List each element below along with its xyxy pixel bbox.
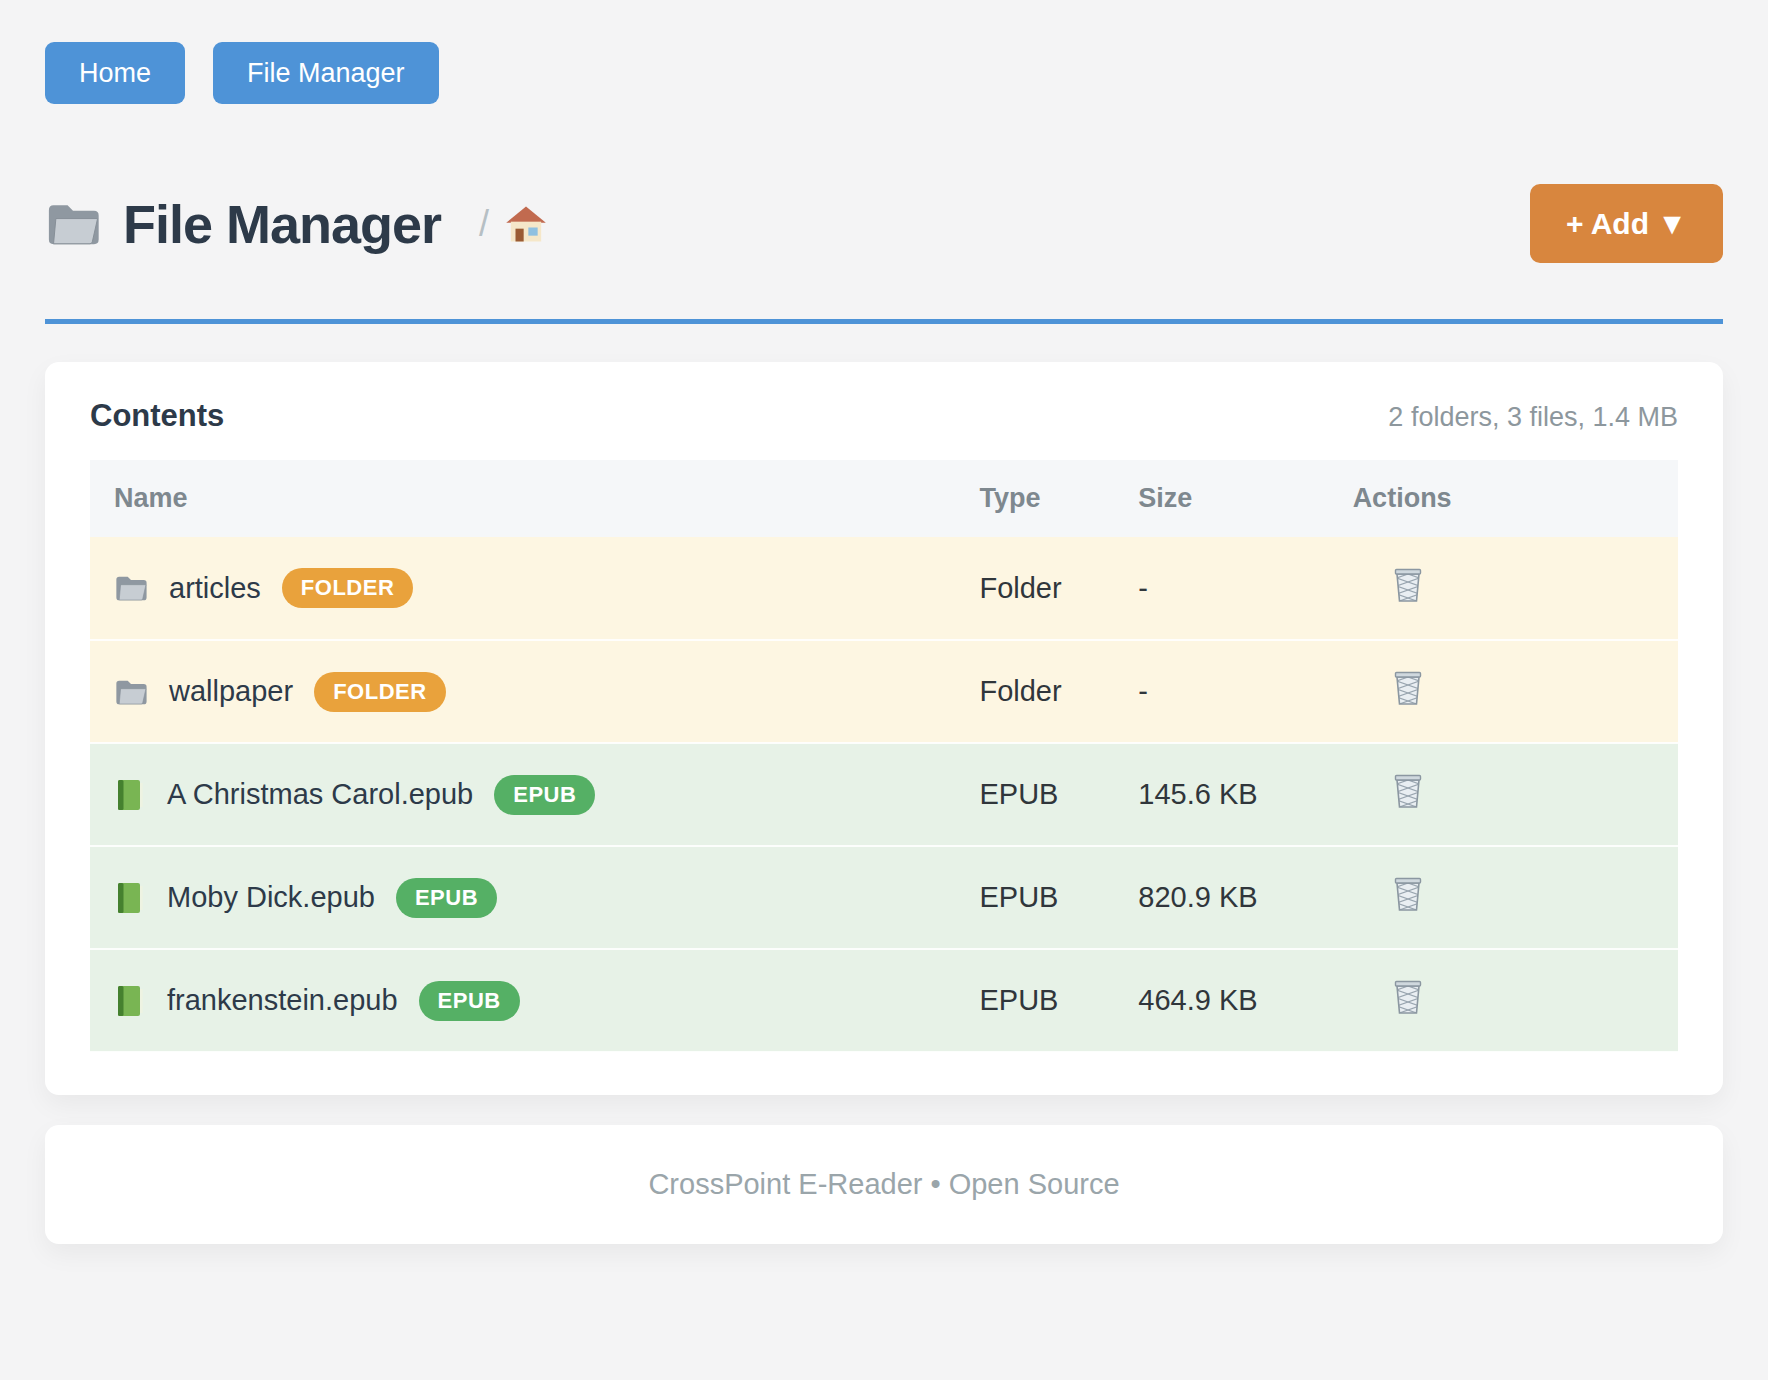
table-row[interactable]: frankenstein.epub EPUB EPUB 464.9 KB: [90, 949, 1678, 1052]
file-type: EPUB: [955, 949, 1114, 1052]
trash-icon: [1391, 875, 1425, 913]
file-name[interactable]: wallpaper: [169, 675, 293, 708]
column-header-type: Type: [955, 460, 1114, 537]
house-icon[interactable]: [505, 204, 547, 244]
breadcrumb-separator: /: [479, 203, 489, 245]
file-type: EPUB: [955, 743, 1114, 846]
file-type-icon: [114, 983, 146, 1019]
column-header-actions: Actions: [1329, 460, 1678, 537]
footer: CrossPoint E-Reader • Open Source: [45, 1125, 1723, 1244]
folder-icon: [45, 199, 101, 249]
trash-icon: [1391, 566, 1425, 604]
page-header: File Manager / + Add ▼: [45, 184, 1723, 263]
table-row[interactable]: articles FOLDER Folder -: [90, 537, 1678, 640]
contents-card: Contents 2 folders, 3 files, 1.4 MB Name…: [45, 362, 1723, 1095]
file-size: 820.9 KB: [1114, 846, 1328, 949]
file-badge: FOLDER: [314, 672, 445, 712]
title-group: File Manager /: [45, 193, 547, 255]
file-name[interactable]: frankenstein.epub: [167, 984, 398, 1017]
file-name[interactable]: Moby Dick.epub: [167, 881, 375, 914]
file-size: -: [1114, 640, 1328, 743]
file-type-icon: [114, 777, 146, 813]
file-size: -: [1114, 537, 1328, 640]
delete-button[interactable]: [1391, 772, 1425, 810]
contents-title: Contents: [90, 398, 224, 434]
delete-button[interactable]: [1391, 978, 1425, 1016]
file-size: 464.9 KB: [1114, 949, 1328, 1052]
file-type: Folder: [955, 537, 1114, 640]
file-name[interactable]: articles: [169, 572, 261, 605]
trash-icon: [1391, 669, 1425, 707]
add-button[interactable]: + Add ▼: [1530, 184, 1723, 263]
nav-button-home[interactable]: Home: [45, 42, 185, 104]
nav-button-file-manager[interactable]: File Manager: [213, 42, 439, 104]
column-header-size: Size: [1114, 460, 1328, 537]
delete-button[interactable]: [1391, 875, 1425, 913]
table-row[interactable]: wallpaper FOLDER Folder -: [90, 640, 1678, 743]
file-badge: EPUB: [419, 981, 520, 1021]
page: Home File Manager File Manager / + Add ▼…: [0, 0, 1768, 1380]
divider: [45, 319, 1723, 324]
column-header-name: Name: [90, 460, 955, 537]
delete-button[interactable]: [1391, 566, 1425, 604]
file-size: 145.6 KB: [1114, 743, 1328, 846]
footer-text: CrossPoint E-Reader • Open Source: [648, 1168, 1119, 1201]
file-type: Folder: [955, 640, 1114, 743]
file-type-icon: [114, 676, 148, 708]
file-badge: FOLDER: [282, 568, 413, 608]
file-table-body: articles FOLDER Folder - wallpaper FOLDE…: [90, 537, 1678, 1052]
table-row[interactable]: Moby Dick.epub EPUB EPUB 820.9 KB: [90, 846, 1678, 949]
file-badge: EPUB: [396, 878, 497, 918]
table-header-row: Name Type Size Actions: [90, 460, 1678, 537]
trash-icon: [1391, 978, 1425, 1016]
file-name[interactable]: A Christmas Carol.epub: [167, 778, 473, 811]
table-row[interactable]: A Christmas Carol.epub EPUB EPUB 145.6 K…: [90, 743, 1678, 846]
page-title: File Manager: [123, 193, 441, 255]
contents-card-header: Contents 2 folders, 3 files, 1.4 MB: [90, 398, 1678, 434]
file-badge: EPUB: [494, 775, 595, 815]
file-type-icon: [114, 572, 148, 604]
contents-summary: 2 folders, 3 files, 1.4 MB: [1388, 402, 1678, 433]
file-table: Name Type Size Actions articles FOLDER F…: [90, 460, 1678, 1053]
file-type-icon: [114, 880, 146, 916]
file-type: EPUB: [955, 846, 1114, 949]
breadcrumb: /: [479, 203, 547, 245]
trash-icon: [1391, 772, 1425, 810]
delete-button[interactable]: [1391, 669, 1425, 707]
top-nav: Home File Manager: [45, 42, 1723, 104]
